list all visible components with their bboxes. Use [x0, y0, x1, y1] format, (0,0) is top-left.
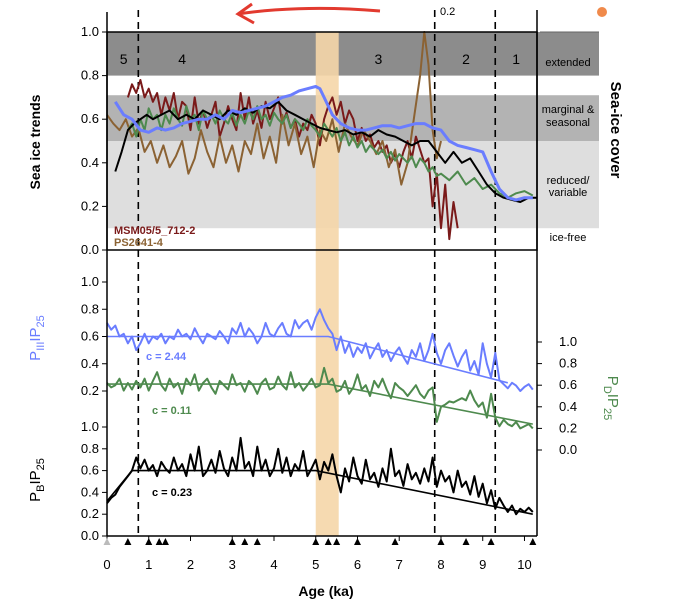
date-triangle	[145, 538, 153, 545]
date-triangle	[161, 538, 169, 545]
top-ytick-label: 0.8	[81, 68, 99, 83]
zone-label: 1	[512, 51, 520, 67]
overlay-layer	[137, 10, 497, 536]
xtick-label: 10	[517, 557, 531, 572]
band-0	[107, 32, 599, 76]
date-triangle	[437, 538, 445, 545]
ylabel-piii: PIIIIP25	[27, 315, 47, 361]
xtick-label: 5	[312, 557, 319, 572]
date-triangle	[103, 538, 111, 545]
pb-ytick-label: 0.2	[81, 506, 99, 521]
zone-label: 2	[462, 51, 470, 67]
date-triangle	[462, 538, 470, 545]
xtick-label: 1	[145, 557, 152, 572]
piii-ytick-label: 0.4	[81, 356, 99, 371]
date-triangle	[333, 538, 341, 545]
piii-ytick-label: 0.2	[81, 383, 99, 398]
xtick-label: 8	[437, 557, 444, 572]
highlight-band	[315, 32, 339, 536]
c-annotation-blue: c = 2.44	[146, 351, 187, 363]
pb-ytick-label: 0.8	[81, 441, 99, 456]
date-triangle	[487, 538, 495, 545]
red-arrowhead-icon	[235, 2, 255, 25]
sea-ice-cover-label: Sea-ice cover	[607, 82, 624, 179]
ylab-black-text: PBIP25	[27, 458, 47, 502]
xtick-label: 2	[187, 557, 194, 572]
pb-ytick-label: 1.0	[81, 419, 99, 434]
axes-layer: 0.0 0.2 0.4 0.6 0.8 1.0 5 4 3 2 1 0.2 0.4 0.6 0.8 1.0 0.…	[81, 10, 599, 572]
date-triangle	[241, 538, 249, 545]
date-triangle	[529, 538, 537, 545]
band-label-1: seasonal	[546, 117, 590, 129]
top-ytick-label: 1.0	[81, 24, 99, 39]
red-arrow-icon	[237, 6, 381, 16]
ylab-blue-text: PIIIIP25	[27, 315, 47, 361]
date-triangle	[324, 538, 332, 545]
pd-ytick-label: 0.4	[559, 399, 577, 414]
xtick-label: 0	[103, 557, 110, 572]
pd-ytick-label: 1.0	[559, 334, 577, 349]
date-triangle	[124, 538, 132, 545]
xtick-label: 7	[396, 557, 403, 572]
c-annotation-black: c = 0.23	[152, 487, 192, 499]
piii-ytick-label: 0.6	[81, 329, 99, 344]
top-ylabel: Sea ice trends	[27, 94, 43, 189]
pd-ytick-label: 0.6	[559, 377, 577, 392]
band-2	[107, 141, 599, 229]
date-triangle	[312, 538, 320, 545]
ylabel-pd: PDIP25	[601, 376, 621, 420]
pd-ytick-label: 0.2	[559, 420, 577, 435]
top-ytick-label: 0.4	[81, 155, 99, 170]
top-ytick-label: 0.6	[81, 111, 99, 126]
xlabel: Age (ka)	[298, 583, 353, 599]
top-series-line	[106, 31, 442, 186]
date-triangle	[391, 538, 399, 545]
xtick-label: 3	[229, 557, 236, 572]
piii-ytick-label: 1.0	[81, 274, 99, 289]
band-label-2: reduced/	[547, 175, 591, 187]
ylab-green-text: PDIP25	[601, 376, 621, 420]
piii-fit-line	[107, 335, 508, 384]
legend-ps: PS2641-4	[114, 237, 164, 249]
pd-ytick-label: 0.8	[559, 356, 577, 371]
logo-fragment-icon	[597, 7, 607, 17]
top-series-line	[127, 105, 534, 199]
top-ytick-label: 0.2	[81, 198, 99, 213]
band-label-3: ice-free	[550, 232, 587, 244]
pd-line	[106, 366, 534, 430]
pb-ytick-label: 0.4	[81, 484, 99, 499]
top-ytick-label: 0.0	[81, 242, 99, 257]
zone-label: 4	[178, 51, 186, 67]
zone-label: 3	[374, 51, 382, 67]
date-triangle	[228, 538, 236, 545]
date-triangle	[155, 538, 163, 545]
xtick-label: 9	[479, 557, 486, 572]
pd-ytick-label: 0.0	[559, 442, 577, 457]
legend-msm: MSM05/5_712-2	[114, 225, 195, 237]
xtick-label: 6	[354, 557, 361, 572]
top-series-line	[114, 85, 533, 202]
top-fragment-text: 0.2	[440, 6, 455, 18]
band-label-0: extended	[545, 57, 590, 69]
c-annotation-green: c = 0.11	[152, 405, 191, 417]
zone-label: 5	[120, 51, 128, 67]
pb-ytick-label: 0.6	[81, 463, 99, 478]
date-triangle	[253, 538, 261, 545]
piii-line	[106, 308, 534, 392]
xtick-label: 4	[270, 557, 277, 572]
pb-fit-line	[106, 469, 533, 515]
piii-ytick-label: 0.8	[81, 301, 99, 316]
ylabel-pb: PBIP25	[27, 458, 47, 502]
pd-fit-line	[107, 383, 533, 425]
series-layer	[106, 31, 537, 516]
band-label-1: marginal &	[542, 104, 595, 116]
date-triangle	[353, 538, 361, 545]
band-label-2: variable	[549, 187, 588, 199]
pb-ytick-label: 0.0	[81, 528, 99, 543]
top-series-line	[114, 100, 537, 203]
